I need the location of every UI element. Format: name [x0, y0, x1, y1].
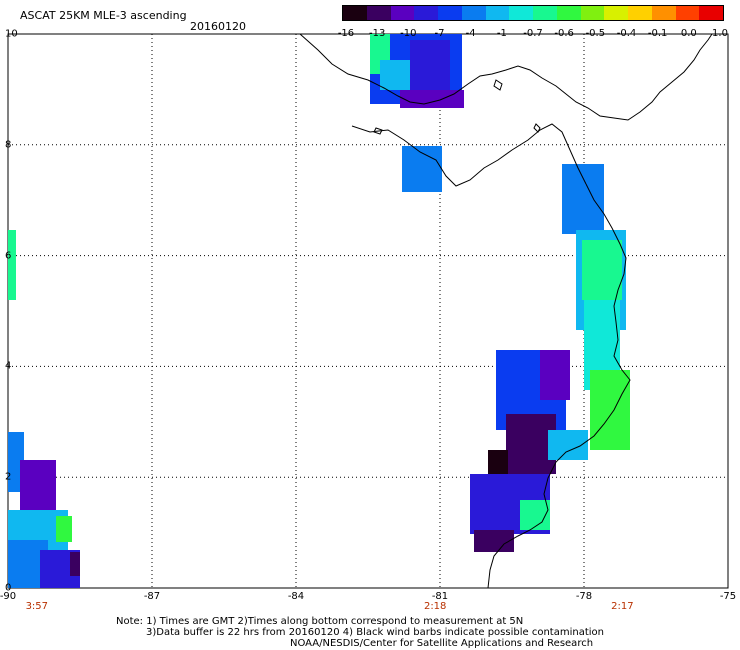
- swath-cell: [410, 40, 450, 90]
- colorbar-tick-label: -7: [434, 28, 445, 39]
- map-title: ASCAT 25KM MLE-3 ascending: [20, 9, 187, 22]
- colorbar-swatch: [461, 6, 486, 20]
- coastline-central-america: [299, 33, 713, 121]
- longitude-label: -84: [287, 591, 305, 602]
- latitude-label: 6: [5, 250, 12, 262]
- longitude-label: -90: [0, 591, 17, 602]
- colorbar-swatch: [414, 6, 438, 20]
- colorbar-tick-label: 1.0: [712, 28, 728, 39]
- map-date: 20160120: [190, 20, 246, 33]
- colorbar-tick-label: 0.0: [680, 28, 697, 39]
- latitude-label: 2: [5, 471, 12, 483]
- longitude-label: -87: [143, 591, 161, 602]
- latitude-label: 0: [5, 582, 12, 594]
- colorbar-tick-label: -10: [400, 28, 417, 39]
- swath-cell: [56, 516, 72, 542]
- colorbar-tick-label: -1: [496, 28, 507, 39]
- colorbar-swatch: [343, 6, 367, 20]
- colorbar-tick-label: -0.6: [554, 28, 574, 39]
- longitude-label: -78: [575, 591, 593, 602]
- swath-cell: [400, 90, 464, 108]
- pass-time-label: 2:17: [611, 601, 634, 612]
- colorbar-tick-label: -16: [337, 28, 355, 39]
- colorbar-swatch: [509, 6, 533, 20]
- swath-cell: [70, 552, 80, 576]
- colorbar-swatch: [675, 6, 700, 20]
- footer-credit: NOAA/NESDIS/Center for Satellite Applica…: [290, 638, 594, 649]
- swath-cell: [582, 240, 622, 300]
- coastline-pacific-central-america: [351, 123, 587, 187]
- latitude-label: 8: [5, 139, 12, 151]
- swath-cell: [20, 460, 56, 510]
- colorbar-tick-label: -13: [368, 28, 386, 39]
- swath-cell: [540, 350, 570, 400]
- colorbar-swatch: [556, 6, 581, 20]
- swath-cell: [402, 146, 442, 192]
- swath-cell: [8, 230, 16, 300]
- colorbar-tick-label: -4: [465, 28, 476, 39]
- colorbar-swatch: [438, 6, 462, 20]
- colorbar-swatch: [366, 6, 391, 20]
- footer-note-1: Note: 1) Times are GMT 2)Times along bot…: [116, 616, 524, 627]
- longitude-label: -81: [431, 591, 449, 602]
- pass-time-label: 3:57: [25, 601, 49, 612]
- colorbar-swatch: [604, 6, 628, 20]
- swath-cell: [506, 414, 556, 474]
- swath-cell: [380, 60, 410, 90]
- coastline-colombia-ecuador: [487, 183, 631, 589]
- longitude-label: -75: [719, 591, 737, 602]
- colorbar-tick-label: -0.7: [523, 28, 543, 39]
- colorbar-tick-label: -0.1: [647, 28, 668, 39]
- latitude-label: 10: [5, 28, 18, 40]
- coastline-island: [533, 123, 541, 133]
- colorbar-swatch: [390, 6, 415, 20]
- coastline-island: [493, 79, 503, 91]
- swath-cell: [474, 530, 514, 552]
- colorbar-tick-label: -0.4: [616, 28, 637, 39]
- colorbar-swatch: [485, 6, 510, 20]
- coastline: [299, 33, 713, 589]
- footer-note-2: 3)Data buffer is 22 hrs from 20160120 4)…: [146, 627, 604, 638]
- coastline-island: [373, 127, 383, 135]
- pass-time-label: 2:18: [423, 601, 447, 612]
- scatterometer-cells: [8, 34, 630, 588]
- swath-cell: [590, 370, 630, 450]
- colorbar-swatch: [580, 6, 605, 20]
- colorbar-swatch: [651, 6, 676, 20]
- latitude-label: 4: [5, 360, 12, 372]
- colorbar-swatch: [533, 6, 557, 20]
- swath-cell: [488, 450, 508, 480]
- swath-cell: [562, 164, 604, 234]
- colorbar-swatch: [628, 6, 652, 20]
- colorbar-swatch: [699, 6, 723, 20]
- colorbar-tick-label: -0.5: [585, 28, 606, 39]
- colorbar: [342, 5, 724, 21]
